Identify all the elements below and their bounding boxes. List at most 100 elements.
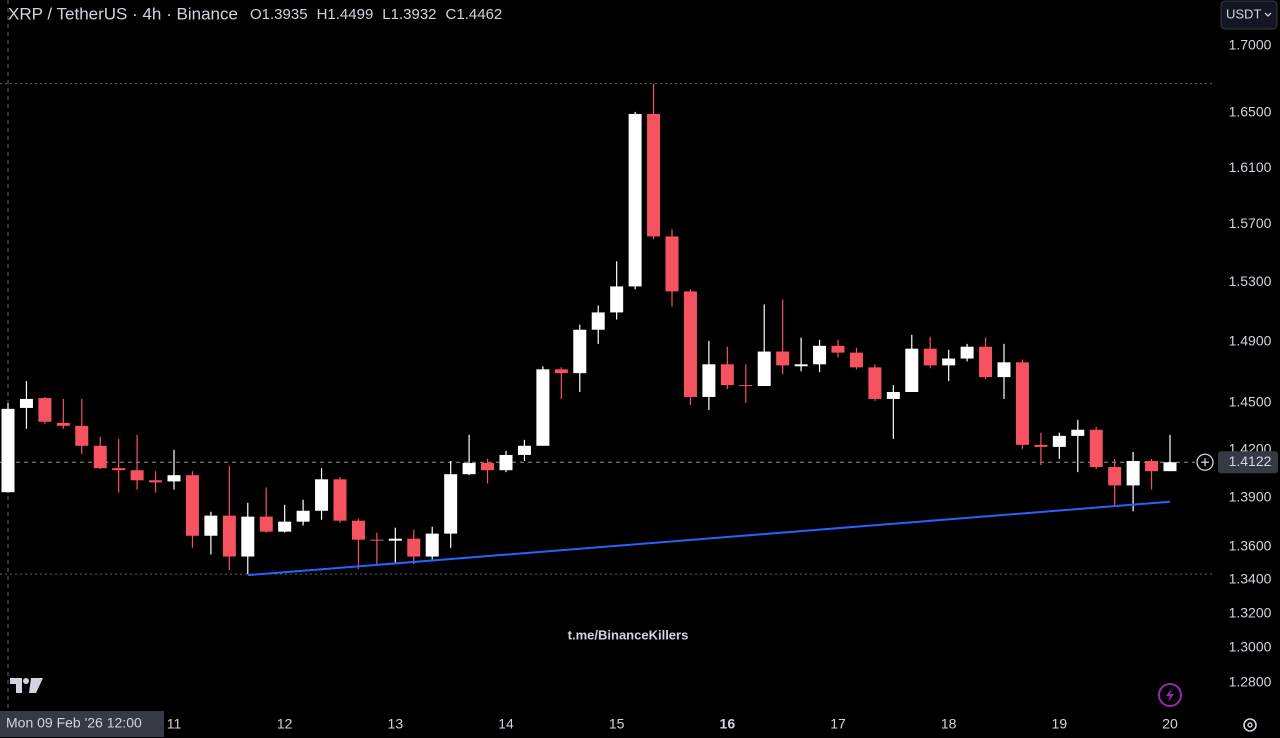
candle-body [942, 358, 956, 366]
candle-body [591, 312, 605, 330]
x-tick-label: 14 [498, 716, 514, 732]
legend-value: 1.4462 [456, 6, 502, 23]
legend-value: 1.3932 [391, 6, 437, 23]
y-tick-label: 1.3200 [1229, 604, 1272, 620]
candle-body [1052, 435, 1066, 447]
currency-button[interactable] [1220, 0, 1278, 30]
candle-body [517, 445, 531, 455]
candle-body [1034, 444, 1048, 447]
candle-body [93, 445, 107, 469]
candle-body [665, 236, 679, 292]
candle-body [56, 422, 70, 426]
candle-body [1071, 429, 1085, 436]
x-tick-label: 17 [830, 716, 846, 732]
crosshair-time-box [0, 711, 164, 737]
candle-body [905, 348, 919, 393]
y-tick-label: 1.3600 [1229, 537, 1272, 553]
x-tick-label: 16 [720, 716, 736, 732]
candle-body [868, 367, 882, 399]
x-tick-label: 15 [609, 716, 625, 732]
candle-body [628, 113, 642, 287]
y-tick-label: 1.3900 [1229, 489, 1272, 505]
y-tick-label: 1.4900 [1229, 333, 1272, 349]
currency-chevron [1264, 12, 1272, 17]
x-tick-label: 13 [388, 716, 404, 732]
candle-body [296, 510, 310, 522]
candle-body [554, 369, 568, 374]
x-tick-label: 12 [277, 716, 293, 732]
x-tick-label: 18 [941, 716, 957, 732]
x-tick-label: 11 [167, 716, 182, 732]
plot-area [0, 83, 1215, 577]
candle-body [370, 539, 384, 541]
candle-body [167, 475, 181, 482]
candle-body [683, 291, 697, 397]
candle-body [333, 479, 347, 521]
candle-body [185, 475, 199, 536]
currency-label[interactable]: USDT [1226, 6, 1261, 21]
candle-body [960, 346, 974, 359]
legend-value: 1.4499 [327, 6, 373, 23]
price-axis: 1.7000 1.6500 1.6100 1.5700 1.5300 1.4900 1.45… [1196, 37, 1278, 690]
candle-body [278, 521, 292, 532]
legend-key: H [317, 6, 328, 23]
candle-body [38, 398, 52, 422]
candle-body [407, 538, 421, 557]
candle-body [130, 470, 144, 481]
y-tick-label: 1.6500 [1229, 104, 1272, 120]
candle-body [720, 364, 734, 386]
candle-body [979, 346, 993, 378]
trendline [247, 500, 1171, 577]
lightning-bolt [1166, 688, 1174, 702]
y-tick-label: 1.7000 [1229, 37, 1272, 53]
candle-body [831, 345, 845, 353]
legend-key: O [250, 6, 262, 23]
candle-body [1, 408, 15, 493]
candle-body [204, 515, 218, 536]
ohlc-legend: O1.3935 H1.4499 L1.3932 C1.4462 [250, 6, 502, 23]
y-tick-label: 1.3400 [1229, 571, 1272, 587]
crosshair-time-label: Mon 09 Feb '26 12:00 [6, 715, 142, 731]
candle-body [425, 533, 439, 557]
y-tick-label: 1.6100 [1229, 159, 1272, 175]
candle-body [702, 364, 716, 397]
last-price-box [1218, 451, 1278, 474]
settings-icon[interactable] [1243, 718, 1257, 732]
candle-body [19, 398, 33, 408]
candle-body [997, 362, 1011, 378]
candle-body [1108, 467, 1122, 486]
y-tick-label: 1.3000 [1229, 639, 1272, 655]
candle-body [813, 345, 827, 365]
legend-value: 1.3935 [262, 6, 308, 23]
chart-title: XRP / TetherUS · 4h · Binance [8, 4, 238, 23]
candle-body [388, 538, 402, 541]
lightning-icon[interactable] [1158, 683, 1182, 707]
candle-body [149, 480, 163, 483]
add-alert-plus [1201, 458, 1209, 467]
candle-body [112, 468, 126, 471]
y-tick-label: 1.2800 [1229, 674, 1272, 690]
y-tick-label: 1.4500 [1229, 394, 1272, 410]
candle-body [647, 113, 661, 237]
candle-body [1015, 362, 1029, 445]
candle-body [536, 369, 550, 446]
candle-body [923, 348, 937, 366]
legend-key: C [446, 6, 457, 23]
candle-body [1145, 460, 1159, 472]
candle-body [757, 351, 771, 387]
candle-body [462, 463, 476, 475]
settings-icon-center [1247, 722, 1253, 728]
candle-body [794, 364, 808, 367]
logo-part [29, 678, 43, 693]
candle-body [259, 516, 273, 532]
candle-body [499, 454, 513, 471]
candle-body [886, 392, 900, 399]
candle-body [222, 515, 236, 557]
candle-body [241, 516, 255, 557]
logo-part [10, 678, 22, 693]
y-tick-label: 1.5300 [1229, 273, 1272, 289]
candle-body [573, 329, 587, 374]
candle-body [849, 352, 863, 368]
